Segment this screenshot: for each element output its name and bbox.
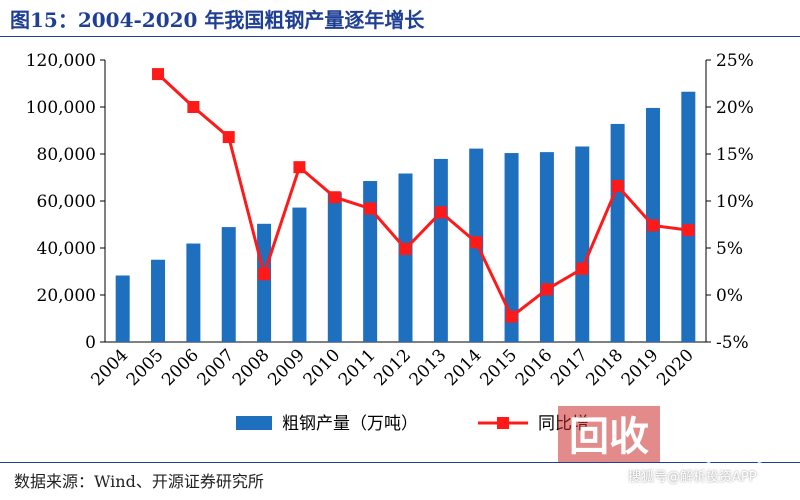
- x-tick-label: 2020: [653, 345, 698, 390]
- x-tick-label: 2005: [123, 345, 168, 390]
- y-right-tick-label: 15%: [716, 145, 754, 165]
- growth-point: [505, 310, 518, 323]
- growth-point: [364, 202, 377, 215]
- y-right-tick-label: -5%: [716, 333, 749, 353]
- bar: [115, 275, 130, 342]
- bar: [327, 192, 342, 342]
- x-tick-label: 2014: [441, 345, 486, 390]
- y-right-tick-label: 0%: [716, 286, 743, 306]
- x-tick-label: 2016: [512, 345, 557, 390]
- growth-point: [646, 219, 659, 232]
- legend-bar-label: 粗钢产量（万吨）: [282, 414, 418, 434]
- watermark-caption: 搜狐号@解析投资APP: [628, 470, 757, 485]
- growth-point: [399, 242, 412, 255]
- growth-point: [576, 262, 589, 275]
- footer-divider: [0, 462, 800, 463]
- x-tick-label: 2019: [618, 345, 663, 390]
- growth-point: [682, 224, 695, 237]
- bar: [610, 123, 625, 342]
- x-tick-label: 2017: [547, 345, 592, 390]
- x-tick-label: 2015: [476, 345, 521, 390]
- bar: [575, 146, 590, 342]
- growth-point: [187, 101, 200, 113]
- bar: [539, 152, 554, 342]
- chart-title: 图15：2004-2020 年我国粗钢产量逐年增长: [10, 8, 425, 32]
- x-tick-label: 2013: [406, 345, 451, 390]
- bar: [257, 223, 272, 342]
- bar: [151, 259, 166, 342]
- y-left-tick-label: 20,000: [37, 286, 96, 306]
- y-right-tick-label: 20%: [716, 98, 754, 118]
- x-tick-label: 2011: [335, 345, 380, 390]
- bar: [398, 173, 413, 342]
- growth-line: [157, 73, 689, 319]
- y-left-tick-label: 40,000: [37, 239, 96, 259]
- y-left-tick-label: 60,000: [37, 192, 96, 212]
- bar: [433, 158, 448, 342]
- y-right-tick-label: 25%: [716, 51, 754, 71]
- x-tick-label: 2007: [194, 345, 239, 390]
- bar: [186, 243, 201, 342]
- x-tick-label: 2006: [158, 345, 203, 390]
- y-left-tick-label: 80,000: [37, 145, 96, 165]
- growth-point: [258, 268, 271, 281]
- y-right-tick-label: 10%: [716, 192, 754, 212]
- growth-point: [152, 68, 165, 81]
- y-left-tick-label: 120,000: [26, 51, 96, 71]
- legend-bar-swatch: [236, 416, 272, 430]
- growth-point: [540, 283, 553, 296]
- growth-point: [222, 131, 235, 144]
- x-tick-label: 2008: [229, 345, 274, 390]
- title-divider: [0, 36, 800, 37]
- bar: [292, 207, 307, 342]
- x-tick-label: 2010: [300, 345, 345, 390]
- watermark-logo-box: [558, 406, 660, 462]
- growth-point: [434, 206, 447, 219]
- chart-area: 0 20,000 40,000 60,000 80,000 100,000 120,000 -…: [0, 40, 800, 458]
- growth-point: [470, 236, 483, 249]
- watermark-person-icon: [702, 404, 766, 464]
- watermark-logo-text: 回收: [569, 413, 649, 460]
- watermark-pinyin: HUISHOUREN: [566, 473, 730, 497]
- x-tick-label: 2012: [370, 345, 415, 390]
- bar: [504, 153, 519, 342]
- legend-line-marker: [497, 417, 509, 429]
- y-left-tick-label: 100,000: [26, 98, 96, 118]
- growth-point: [328, 191, 341, 204]
- watermark-logo: 回收 HUISHOUREN: [558, 404, 766, 497]
- growth-point: [293, 161, 306, 174]
- x-tick-label: 2018: [582, 345, 627, 390]
- bar: [363, 181, 378, 342]
- growth-point: [611, 179, 624, 192]
- y-left-tick-label: 0: [85, 333, 96, 353]
- y-right-tick-label: 5%: [716, 239, 743, 259]
- source-note: 数据来源：Wind、开源证券研究所: [14, 472, 264, 491]
- bar: [221, 227, 236, 342]
- chart-svg: 0 20,000 40,000 60,000 80,000 100,000 120,000 -…: [26, 51, 754, 434]
- x-tick-label: 2009: [264, 345, 309, 390]
- bar: [681, 91, 696, 342]
